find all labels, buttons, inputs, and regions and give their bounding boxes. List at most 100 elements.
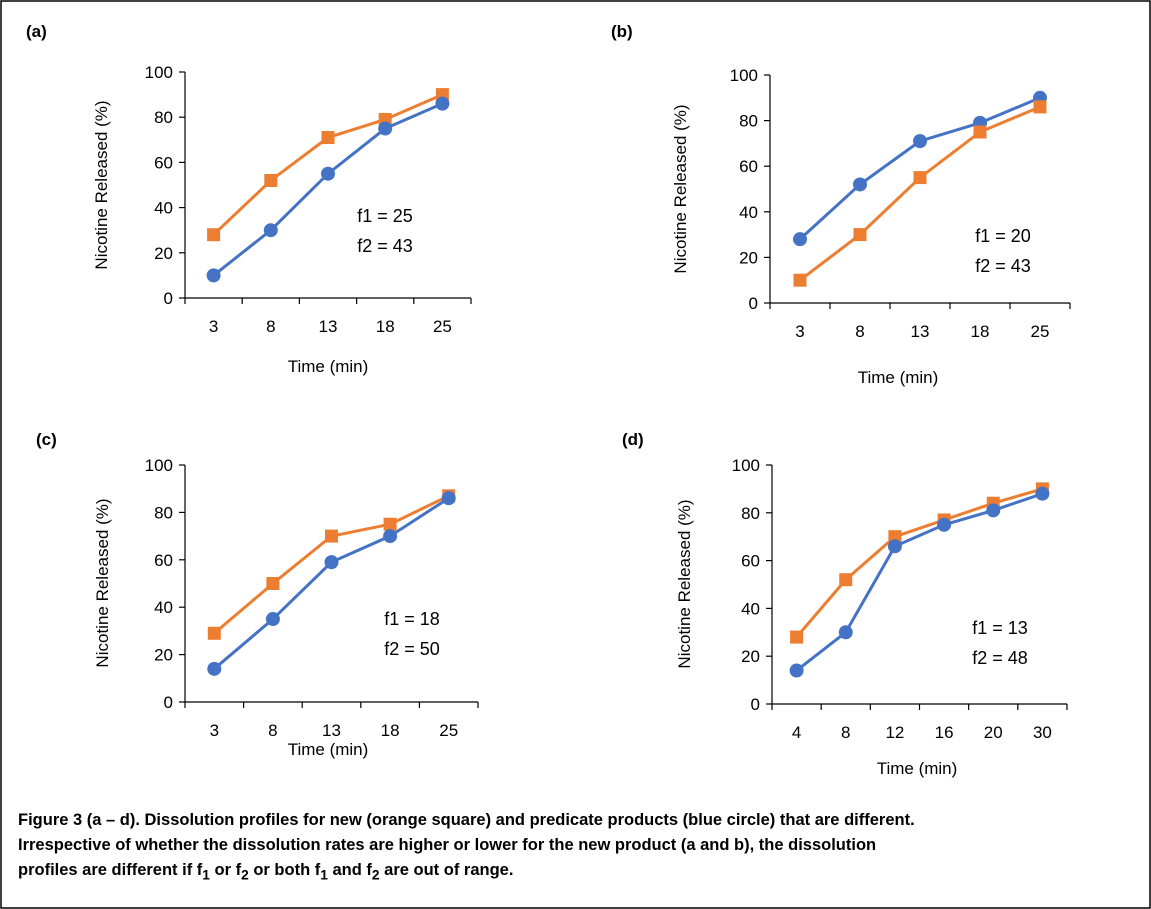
y-tick-label: 100 — [732, 456, 760, 475]
caption-line-3-start: profiles are different if f — [18, 861, 203, 879]
y-tick-label: 60 — [154, 551, 173, 570]
series-line-circle — [795, 492, 1043, 672]
x-tick-label: 18 — [381, 721, 400, 740]
data-point-circle — [1035, 486, 1050, 501]
y-tick-label: 100 — [730, 66, 758, 85]
data-point-square — [973, 125, 987, 139]
x-tick-label: 13 — [322, 721, 341, 740]
figure-caption: Figure 3 (a – d). Dissolution profiles f… — [18, 808, 1143, 887]
data-point-circle — [789, 663, 804, 678]
y-tick-label: 20 — [154, 244, 173, 263]
y-tick-label: 20 — [741, 647, 760, 666]
data-point-square — [790, 630, 804, 644]
data-point-circle — [793, 232, 807, 247]
data-point-circle — [383, 529, 398, 544]
y-tick-label: 60 — [739, 157, 758, 176]
data-point-circle — [937, 517, 952, 532]
data-point-circle — [838, 625, 853, 640]
caption-line-1: Figure 3 (a – d). Dissolution profiles f… — [18, 811, 915, 829]
caption-line-3-part: or both f — [248, 861, 321, 879]
y-tick-label: 100 — [145, 456, 173, 475]
x-tick-label: 25 — [1031, 322, 1050, 341]
caption-subscript: 1 — [320, 867, 328, 883]
data-point-square — [321, 131, 335, 145]
y-axis-title: Nicotine Released (%) — [675, 499, 694, 668]
x-tick-label: 8 — [841, 723, 850, 742]
data-point-circle — [207, 661, 222, 676]
caption-line-3-part: and f — [327, 861, 372, 879]
y-tick-label: 80 — [739, 112, 758, 131]
data-point-square — [264, 173, 278, 187]
data-point-square — [913, 171, 927, 185]
chart-(a): 0 20 40 60 80 100 3 8 13 18 25 Time (min) Nicotine R… — [92, 63, 472, 376]
y-tick-label: 100 — [145, 63, 173, 82]
y-tick-label: 40 — [739, 203, 758, 222]
x-tick-label: 3 — [210, 721, 219, 740]
y-tick-label: 80 — [154, 108, 173, 127]
panel-label-c: (c) — [36, 430, 57, 449]
data-point-square — [266, 577, 280, 590]
y-tick-label: 80 — [741, 504, 760, 523]
data-point-square — [207, 626, 221, 640]
data-point-circle — [435, 96, 450, 111]
caption-line-3-part: or f — [209, 861, 242, 879]
data-point-circle — [887, 539, 902, 554]
x-tick-label: 18 — [971, 322, 990, 341]
data-point-circle — [441, 491, 456, 506]
data-point-circle — [265, 612, 280, 627]
caption-subscript: 1 — [202, 867, 210, 883]
data-point-square — [839, 573, 853, 587]
chart-(d): 0 20 40 60 80 100 4 8 12 16 20 30 Time (min) Nicotine… — [675, 456, 1068, 778]
data-point-square — [325, 529, 338, 543]
x-tick-label: 18 — [376, 317, 395, 336]
x-tick-label: 8 — [268, 721, 277, 740]
data-point-square — [853, 228, 867, 242]
data-point-square — [888, 530, 902, 544]
y-axis-title: Nicotine Released (%) — [92, 100, 111, 269]
series-line-square — [795, 487, 1043, 639]
caption-line-3-end: are out of range. — [379, 861, 514, 879]
chart-(b): 0 20 40 60 80 100 3 8 13 18 25 Time (min) Nicotine R… — [671, 66, 1071, 387]
panel-label-a: (a) — [26, 22, 47, 41]
data-point-square — [793, 273, 807, 287]
annotation-label: f1 = 18 — [384, 609, 440, 629]
x-tick-label: 13 — [319, 317, 338, 336]
x-tick-label: 25 — [439, 721, 458, 740]
y-axis-title: Nicotine Released (%) — [671, 104, 690, 273]
panel-label-b: (b) — [611, 22, 633, 41]
y-tick-label: 40 — [154, 199, 173, 218]
annotation-label: f1 = 13 — [972, 618, 1028, 638]
x-tick-label: 13 — [911, 322, 930, 341]
y-tick-label: 0 — [164, 693, 173, 712]
y-axis-title: Nicotine Released (%) — [93, 498, 112, 667]
x-axis-title: Time (min) — [288, 740, 369, 759]
data-point-square — [207, 228, 221, 242]
annotation-label: f2 = 43 — [357, 236, 413, 256]
x-tick-label: 3 — [209, 317, 218, 336]
x-axis-title: Time (min) — [858, 368, 939, 387]
x-tick-label: 12 — [885, 723, 904, 742]
x-tick-label: 20 — [984, 723, 1003, 742]
data-point-square — [1033, 100, 1047, 114]
y-tick-label: 40 — [741, 599, 760, 618]
caption-subscript: 2 — [241, 867, 249, 883]
annotation-label: f2 = 43 — [975, 256, 1031, 276]
data-point-square — [383, 517, 397, 531]
x-tick-label: 16 — [935, 723, 954, 742]
y-tick-label: 0 — [749, 294, 758, 313]
x-axis-title: Time (min) — [288, 357, 369, 376]
y-tick-label: 20 — [154, 646, 173, 665]
x-axis-title: Time (min) — [877, 759, 958, 778]
y-tick-label: 80 — [154, 503, 173, 522]
caption-line-2: Irrespective of whether the dissolution … — [18, 836, 877, 854]
chart-(c): 0 20 40 60 80 100 3 8 13 18 25 Time (min) Nicotine R… — [93, 456, 479, 759]
x-tick-label: 4 — [792, 723, 801, 742]
annotation-label: f2 = 50 — [384, 639, 440, 659]
data-point-circle — [378, 121, 393, 136]
y-tick-label: 0 — [751, 695, 760, 714]
x-tick-label: 8 — [855, 322, 864, 341]
x-tick-label: 8 — [266, 317, 275, 336]
